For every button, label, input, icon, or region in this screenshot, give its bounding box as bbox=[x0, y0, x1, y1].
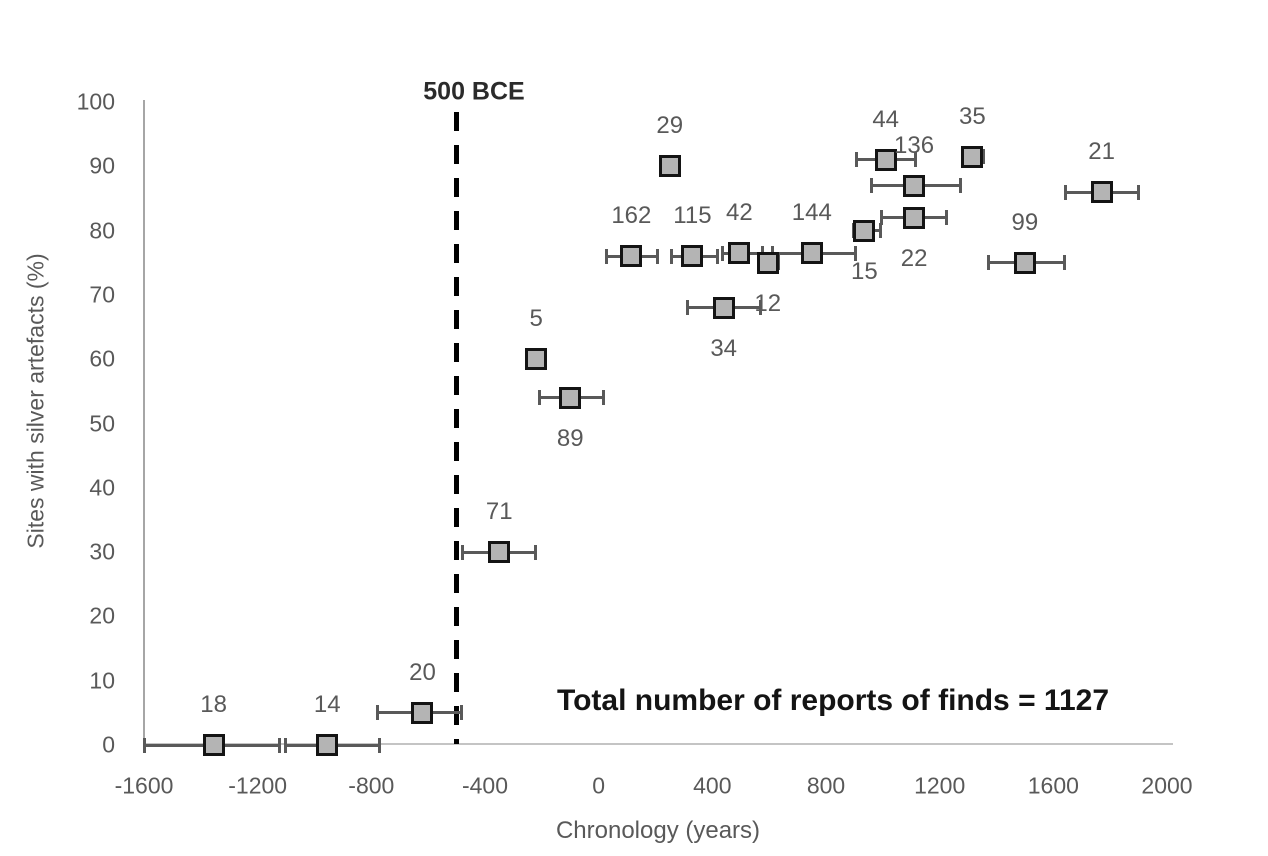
reference-line-label: 500 BCE bbox=[423, 77, 525, 106]
error-bar-cap bbox=[880, 210, 884, 226]
error-bar-cap bbox=[716, 248, 720, 264]
data-point-marker bbox=[756, 251, 779, 274]
data-point-label: 71 bbox=[485, 498, 513, 526]
data-point-label: 44 bbox=[872, 105, 900, 133]
error-bar-cap bbox=[283, 737, 287, 753]
data-point-label: 34 bbox=[710, 334, 738, 362]
data-point-label: 18 bbox=[200, 691, 227, 718]
data-point-label: 29 bbox=[656, 112, 684, 140]
data-point-label: 115 bbox=[673, 202, 712, 230]
data-point-label: 20 bbox=[409, 658, 436, 686]
x-tick-label: 2000 bbox=[1141, 772, 1193, 799]
error-bar-cap bbox=[377, 737, 381, 753]
data-point-marker bbox=[1090, 181, 1113, 204]
data-point-marker bbox=[559, 386, 582, 409]
error-bar-cap bbox=[534, 544, 538, 560]
y-tick-label: 80 bbox=[89, 217, 115, 244]
error-bar-cap bbox=[602, 390, 606, 406]
data-point-label: 136 bbox=[894, 131, 935, 159]
error-bar-cap bbox=[656, 248, 660, 264]
error-bar-cap bbox=[958, 178, 962, 194]
data-point-marker bbox=[1013, 251, 1036, 274]
data-point-label: 162 bbox=[611, 202, 652, 230]
data-point-label: 5 bbox=[529, 305, 543, 333]
data-point-marker bbox=[658, 155, 681, 178]
data-point-marker bbox=[800, 242, 823, 265]
data-point-marker bbox=[202, 734, 225, 756]
y-axis-line bbox=[143, 100, 145, 745]
x-axis-title: Chronology (years) bbox=[555, 817, 761, 844]
data-point-marker bbox=[316, 734, 339, 756]
error-bar-cap bbox=[986, 255, 990, 271]
data-point-marker bbox=[620, 245, 643, 268]
data-point-marker bbox=[681, 245, 704, 268]
y-tick-label: 70 bbox=[89, 281, 115, 308]
data-point-marker bbox=[903, 206, 926, 229]
reference-line-500bce bbox=[454, 112, 459, 744]
x-tick-label: 0 bbox=[592, 772, 606, 799]
error-bar-cap bbox=[721, 245, 725, 261]
y-tick-label: 30 bbox=[89, 538, 115, 565]
data-point-marker bbox=[874, 148, 897, 171]
data-point-marker bbox=[525, 348, 548, 371]
error-bar-cap bbox=[376, 705, 380, 721]
y-tick-label: 10 bbox=[89, 667, 115, 694]
data-point-label: 15 bbox=[851, 257, 878, 285]
data-point-label: 21 bbox=[1088, 138, 1115, 166]
error-bar-cap bbox=[278, 737, 282, 753]
data-point-marker bbox=[961, 145, 984, 168]
error-bar-cap bbox=[143, 737, 146, 753]
x-tick-label: -400 bbox=[461, 772, 509, 799]
error-bar-cap bbox=[604, 248, 608, 264]
y-tick-label: 60 bbox=[89, 345, 115, 372]
x-axis-line bbox=[143, 743, 1173, 745]
error-bar-cap bbox=[685, 300, 689, 316]
data-point-marker bbox=[853, 219, 876, 242]
data-point-marker bbox=[411, 701, 434, 724]
x-tick-label: -1200 bbox=[228, 772, 288, 799]
data-point-marker bbox=[903, 174, 926, 197]
error-bar-cap bbox=[1136, 184, 1140, 200]
data-point-marker bbox=[712, 296, 735, 319]
data-point-label: 12 bbox=[754, 289, 782, 317]
data-point-label: 42 bbox=[725, 199, 753, 227]
y-tick-label: 90 bbox=[89, 152, 115, 179]
error-bar-cap bbox=[854, 152, 858, 168]
error-bar-cap bbox=[758, 300, 762, 316]
error-bar-cap bbox=[853, 245, 857, 261]
error-bar-cap bbox=[879, 223, 883, 239]
data-point-label: 144 bbox=[791, 199, 832, 227]
y-tick-label: 0 bbox=[102, 731, 115, 758]
data-point-label: 99 bbox=[1011, 208, 1039, 236]
total-reports-annotation: Total number of reports of finds = 1127 bbox=[556, 684, 1110, 717]
data-point-label: 35 bbox=[958, 102, 986, 130]
y-tick-label: 20 bbox=[89, 602, 115, 629]
error-bar-cap bbox=[1063, 184, 1067, 200]
error-bar-cap bbox=[460, 705, 464, 721]
error-bar-cap bbox=[537, 390, 541, 406]
data-point-label: 22 bbox=[900, 244, 928, 272]
data-point-marker bbox=[728, 242, 751, 265]
x-tick-label: 800 bbox=[806, 772, 846, 799]
error-bar-cap bbox=[870, 178, 874, 194]
x-tick-label: -800 bbox=[348, 772, 395, 799]
error-bar-cap bbox=[1062, 255, 1066, 271]
data-point-label: 89 bbox=[556, 424, 584, 452]
error-bar-cap bbox=[461, 544, 465, 560]
y-tick-label: 100 bbox=[76, 88, 115, 115]
x-tick-label: 400 bbox=[693, 772, 732, 799]
data-point-label: 14 bbox=[313, 691, 341, 718]
x-tick-label: 1200 bbox=[914, 772, 966, 799]
error-bar-cap bbox=[913, 152, 917, 168]
x-tick-label: 1600 bbox=[1027, 772, 1079, 799]
error-bar-cap bbox=[944, 210, 948, 226]
error-bar-cap bbox=[670, 248, 674, 264]
data-point-marker bbox=[488, 541, 511, 564]
y-tick-label: 50 bbox=[89, 410, 115, 436]
y-tick-label: 40 bbox=[89, 474, 115, 501]
x-tick-label: -1600 bbox=[114, 772, 174, 799]
